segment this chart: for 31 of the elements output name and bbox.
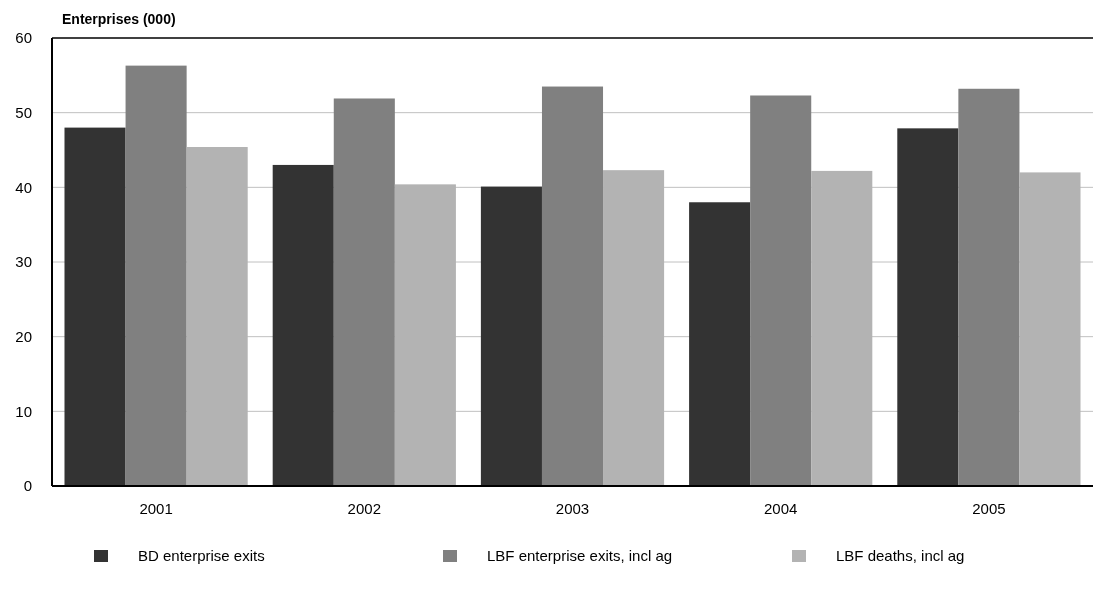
bar xyxy=(603,170,665,486)
bar xyxy=(811,170,873,486)
y-tick-label: 0 xyxy=(23,477,32,495)
y-tick-label: 50 xyxy=(15,103,32,121)
bar xyxy=(125,65,187,486)
x-tick-label: 2001 xyxy=(139,500,173,517)
y-tick-label: 20 xyxy=(15,327,32,345)
bar xyxy=(186,147,248,486)
x-tick-label: 2004 xyxy=(764,500,798,517)
x-tick-label: 2003 xyxy=(555,500,590,517)
bar xyxy=(64,127,126,486)
bar xyxy=(394,184,456,486)
bar xyxy=(1019,172,1081,486)
bar xyxy=(333,98,395,486)
bar xyxy=(689,202,751,486)
y-tick-label: 40 xyxy=(15,178,32,196)
x-tick-label: 2002 xyxy=(347,500,381,517)
y-tick-label: 10 xyxy=(15,402,32,420)
legend-label: LBF enterprise exits, incl ag xyxy=(487,547,673,565)
y-tick-label: 60 xyxy=(15,29,32,47)
bar xyxy=(750,95,812,486)
bar xyxy=(958,88,1020,486)
bar xyxy=(541,86,604,486)
x-tick-label: 2005 xyxy=(972,500,1006,517)
y-axis-title: Enterprises (000) xyxy=(62,11,176,27)
legend-label: LBF deaths, incl ag xyxy=(836,547,965,565)
bar xyxy=(272,164,334,486)
legend-label: BD enterprise exits xyxy=(138,547,265,565)
bar xyxy=(897,128,959,486)
y-tick-label: 30 xyxy=(15,253,32,271)
bar xyxy=(480,186,542,486)
